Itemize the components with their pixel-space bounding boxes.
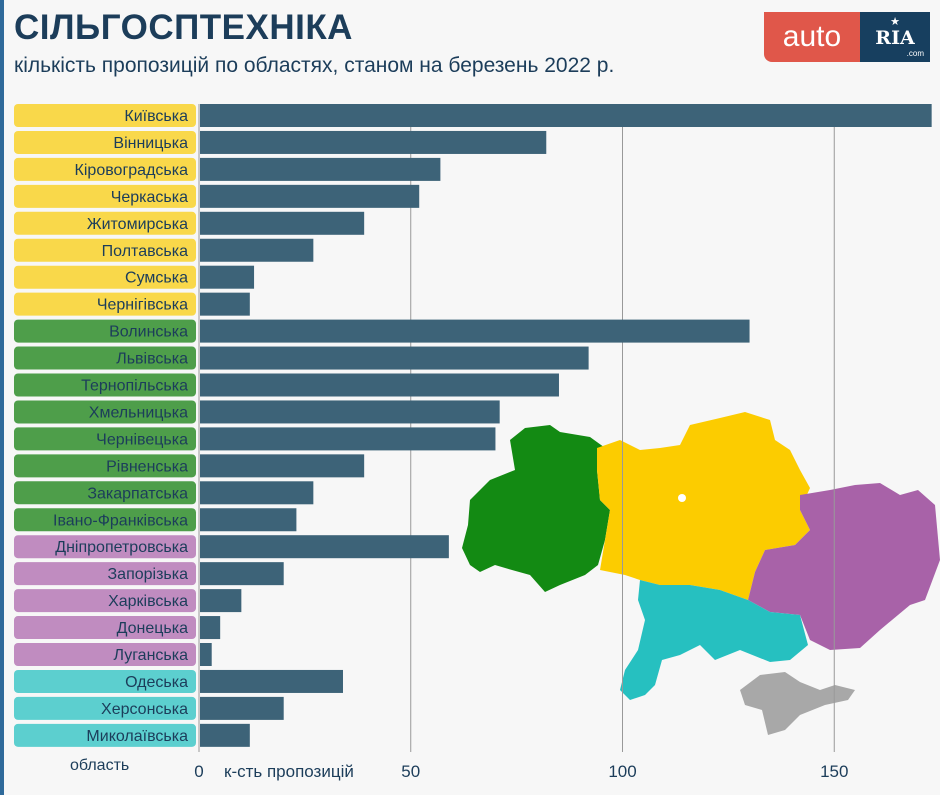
category-label: Рівненська: [106, 458, 188, 475]
bar-Івано-Франківська: [200, 508, 297, 532]
category-label-bg: [14, 130, 196, 154]
category-label: Сумська: [125, 270, 188, 287]
category-label-bg: [14, 643, 196, 666]
category-label: Одеська: [125, 674, 188, 691]
bar-Полтавська: [200, 238, 314, 262]
bar-Одеська: [200, 669, 343, 693]
bar-Сумська: [200, 265, 255, 289]
bar-Чернівецька: [200, 427, 496, 451]
category-label: Харківська: [108, 593, 188, 610]
category-label-bg: [14, 535, 196, 559]
map-region-center: [597, 412, 810, 600]
page-title: СІЛЬГОСПТЕХНІКА: [14, 8, 353, 47]
x-tick-label: 0: [194, 762, 203, 781]
category-label-bg: [14, 616, 196, 640]
category-label-bg: [14, 400, 196, 424]
bar-Хмельницька: [200, 400, 500, 424]
category-label: Чернівецька: [96, 431, 188, 448]
category-label: Волинська: [109, 324, 188, 341]
bar-Херсонська: [200, 696, 284, 720]
bar-Миколаївська: [200, 723, 250, 747]
category-label-bg: [14, 319, 196, 343]
x-tick-label: 150: [820, 762, 848, 781]
bar-Вінницька: [200, 130, 547, 154]
x-axis-label: к-сть пропозицій: [224, 762, 354, 781]
category-label: Київська: [124, 108, 188, 125]
category-label: Миколаївська: [86, 728, 188, 745]
category-label: Кіровоградська: [75, 162, 189, 179]
category-label-bg: [14, 184, 196, 208]
category-label: Закарпатська: [87, 485, 188, 502]
left-edge-bar: [0, 0, 4, 795]
category-label-bg: [14, 346, 196, 370]
category-label: Запорізька: [108, 566, 189, 583]
category-label-bg: [14, 696, 196, 720]
category-label: Львівська: [116, 351, 188, 368]
bar-Житомирська: [200, 211, 365, 235]
category-label: Тернопільська: [81, 378, 188, 395]
category-label: Херсонська: [101, 701, 188, 718]
category-label-bg: [14, 454, 196, 478]
category-label: Донецька: [117, 620, 189, 637]
x-tick-label: 100: [608, 762, 636, 781]
bar-Донецька: [200, 616, 221, 640]
y-axis-label: область: [70, 757, 129, 774]
page-subtitle: кількість пропозицій по областях, станом…: [14, 54, 615, 77]
category-label: Вінницька: [113, 135, 188, 152]
category-label-bg: [14, 562, 196, 586]
bar-Харківська: [200, 589, 242, 613]
category-label-bg: [14, 265, 196, 289]
bar-Чернігівська: [200, 292, 250, 316]
category-label-bg: [14, 669, 196, 693]
bar-Черкаська: [200, 184, 420, 208]
category-label: Полтавська: [102, 243, 188, 260]
category-label-bg: [14, 589, 196, 613]
bar-Закарпатська: [200, 481, 314, 505]
bar-Київська: [200, 104, 932, 127]
category-label: Черкаська: [111, 189, 188, 206]
x-tick-label: 50: [401, 762, 420, 781]
bar-Луганська: [200, 643, 212, 666]
autoria-logo: auto ★ RIA .com: [764, 12, 930, 62]
bar-Волинська: [200, 319, 750, 343]
category-label-bg: [14, 211, 196, 235]
logo-ria: ★ RIA .com: [860, 12, 930, 62]
category-label-bg: [14, 723, 196, 747]
category-label-bg: [14, 427, 196, 451]
category-label: Житомирська: [87, 216, 188, 233]
map-region-west: [462, 425, 610, 592]
map-region-south: [620, 580, 808, 700]
category-label: Чернігівська: [97, 297, 188, 314]
bar-Запорізька: [200, 562, 284, 586]
category-label-bg: [14, 508, 196, 532]
bar-Рівненська: [200, 454, 365, 478]
category-label-bg: [14, 292, 196, 316]
logo-domain: .com: [906, 49, 924, 58]
bar-Тернопільська: [200, 373, 559, 397]
bar-Дніпропетровська: [200, 535, 449, 559]
category-label-bg: [14, 157, 196, 181]
bar-Кіровоградська: [200, 157, 441, 181]
category-label: Хмельницька: [89, 404, 188, 421]
kyiv-marker: [678, 494, 686, 502]
category-label-bg: [14, 481, 196, 505]
map-region-east: [748, 483, 940, 650]
category-label: Івано-Франківська: [53, 512, 188, 529]
logo-ria-text: RIA: [875, 27, 915, 49]
bar-Львівська: [200, 346, 589, 370]
category-label: Дніпропетровська: [55, 539, 188, 556]
category-label-bg: [14, 238, 196, 262]
category-label-bg: [14, 104, 196, 127]
star-icon: ★: [890, 16, 900, 28]
map-crimea: [740, 672, 855, 735]
category-label-bg: [14, 373, 196, 397]
category-label: Луганська: [114, 647, 189, 664]
logo-auto: auto: [764, 12, 860, 62]
